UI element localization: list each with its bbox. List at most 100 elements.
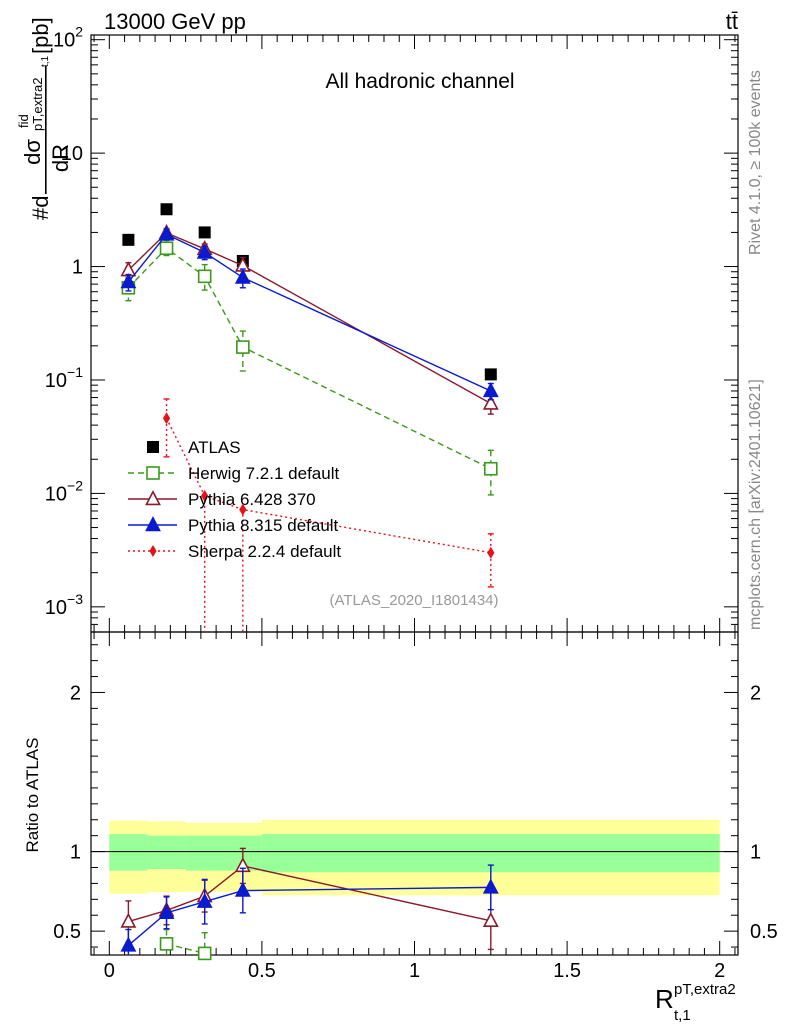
y-tick-base: 1 xyxy=(72,257,83,279)
marker-triangle-open xyxy=(145,490,161,506)
y-tick-exponent: −1 xyxy=(67,364,83,380)
marker-triangle xyxy=(196,892,213,908)
ratio-y-tick-label: 1 xyxy=(70,842,81,864)
x-tick-label: 0 xyxy=(104,960,115,982)
marker-square-open xyxy=(146,466,160,480)
marker-triangle xyxy=(482,382,499,398)
legend-item: Pythia 6.428 370 xyxy=(128,490,316,509)
marker-square-open xyxy=(159,937,174,951)
marker-triangle xyxy=(234,268,251,284)
energy-label: 13000 GeV pp xyxy=(104,9,246,34)
marker-diamond xyxy=(149,545,157,557)
marker-square-open xyxy=(483,461,498,476)
y-label-unit: [pb] xyxy=(28,17,53,54)
ratio-y-tick-label: 2 xyxy=(70,682,81,704)
marker-square-open xyxy=(197,946,212,961)
y-axis-label: #d dσ fid pT,extra2 t,1 dR [pb] xyxy=(16,17,73,220)
y-tick-exponent: 2 xyxy=(75,24,83,40)
series-pythia-8-315-default xyxy=(120,225,499,401)
marker-square-open xyxy=(197,269,212,284)
ratio-y-tick-label-right: 2 xyxy=(750,682,761,704)
y-label-fraction-bar xyxy=(45,66,47,194)
series-pythia-6-428-370 xyxy=(120,223,499,415)
marker-triangle-open xyxy=(482,394,499,410)
ratio-bands xyxy=(91,819,738,896)
marker-triangle xyxy=(120,936,137,952)
y-label-subscript-2: t,1 xyxy=(40,55,51,67)
marker-diamond xyxy=(239,503,247,516)
marker-triangle xyxy=(234,881,251,897)
legend-item: Sherpa 2.2.4 default xyxy=(128,542,341,561)
marker-square xyxy=(160,203,173,216)
series-layer xyxy=(120,203,499,961)
x-tick-label: 2 xyxy=(714,960,725,982)
legend-item: Herwig 7.2.1 default xyxy=(128,464,339,483)
marker-triangle xyxy=(158,225,175,241)
marker-triangle xyxy=(482,878,499,894)
y-label-prefix: #d xyxy=(28,196,53,220)
legend-label: ATLAS xyxy=(188,438,241,457)
legend-item: Pythia 8.315 default xyxy=(128,516,339,535)
marker-diamond xyxy=(162,412,171,425)
x-tick-label: 1 xyxy=(409,960,420,982)
ratio-y-tick-label-right: 0.5 xyxy=(750,921,778,943)
y-tick-base: 10 xyxy=(45,597,67,619)
x-label-base: R xyxy=(655,984,674,1014)
series-atlas xyxy=(122,203,497,381)
y-label-numerator: dσ xyxy=(20,139,45,165)
legend-item: ATLAS xyxy=(147,438,241,457)
series-line xyxy=(127,886,491,946)
marker-triangle xyxy=(145,516,161,532)
marker-diamond xyxy=(487,546,495,559)
marker-square xyxy=(122,233,135,246)
ratio-y-axis-label: Ratio to ATLAS xyxy=(23,738,42,853)
x-tick-label: 0.5 xyxy=(248,960,276,982)
mcplots-label: mcplots.cern.ch [arXiv:2401.10621] xyxy=(747,379,764,630)
marker-square-open xyxy=(159,241,174,256)
analysis-label: (ATLAS_2020_I1801434) xyxy=(329,592,498,609)
rivet-label: Rivet 4.1.0, ≥ 100k events xyxy=(747,70,764,255)
marker-triangle-open xyxy=(482,911,499,927)
series-line xyxy=(127,232,492,405)
x-tick-label: 1.5 xyxy=(553,960,581,982)
y-tick-label: 10−2 xyxy=(45,477,83,505)
series-sherpa-2-2-4-default xyxy=(162,398,495,632)
y-tick-base: 10 xyxy=(45,370,67,392)
series-herwig-7-2-1-default xyxy=(159,928,212,961)
marker-square xyxy=(198,226,211,239)
y-tick-label: 10 xyxy=(61,143,83,165)
marker-triangle xyxy=(120,273,137,289)
marker-triangle-open xyxy=(120,912,137,928)
y-tick-base: 10 xyxy=(53,30,75,52)
marker-triangle xyxy=(158,903,175,920)
series-line xyxy=(165,417,491,554)
x-label-subscript: t,1 xyxy=(674,1007,691,1024)
y-tick-exponent: −3 xyxy=(67,591,83,607)
x-label-superscript: pT,extra2 xyxy=(674,981,736,998)
legend-label: Sherpa 2.2.4 default xyxy=(188,542,341,561)
y-label-denominator: dR xyxy=(48,144,73,172)
y-tick-label: 102 xyxy=(53,24,83,52)
band-inner xyxy=(147,835,186,870)
series-pythia-8-315-default xyxy=(120,864,499,955)
y-tick-exponent: −2 xyxy=(67,477,83,493)
band-inner xyxy=(109,834,148,871)
chart-title: All hadronic channel xyxy=(325,70,514,93)
ratio-y-tick-label: 0.5 xyxy=(53,921,81,943)
marker-triangle xyxy=(196,243,213,259)
legend: ATLAS Herwig 7.2.1 default Pythia 6.428 37… xyxy=(128,438,341,561)
y-label-subscript: pT,extra2 xyxy=(30,78,45,131)
series-line xyxy=(127,247,492,470)
marker-square-open xyxy=(236,340,250,354)
y-tick-label: 10−1 xyxy=(45,364,83,392)
legend-label: Pythia 8.315 default xyxy=(188,516,339,535)
y-tick-base: 10 xyxy=(45,483,67,505)
marker-square xyxy=(484,368,497,381)
band-inner xyxy=(185,835,262,871)
marker-diamond xyxy=(201,489,209,502)
series-line xyxy=(127,233,492,392)
legend-label: Pythia 6.428 370 xyxy=(188,490,316,509)
y-label-superscript: fid xyxy=(16,114,31,128)
